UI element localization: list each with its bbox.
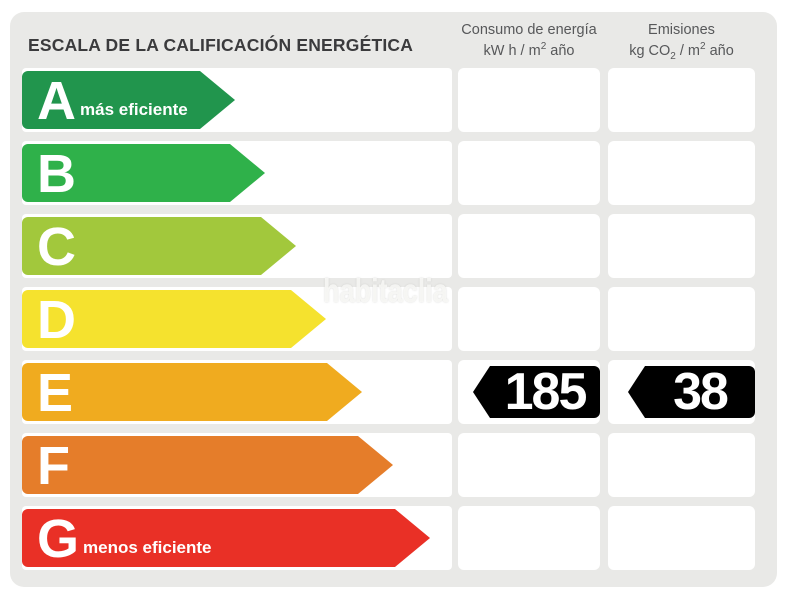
- rating-bar-track-e: E: [22, 360, 452, 424]
- page-title: ESCALA DE LA CALIFICACIÓN ENERGÉTICA: [28, 35, 414, 55]
- rating-bar-track-c: C: [22, 214, 452, 278]
- rating-rows: A más eficiente B C: [22, 68, 755, 579]
- emissions-cell-e: 38: [608, 360, 755, 424]
- rating-row-d: D: [22, 287, 755, 351]
- emissions-cell-d: [608, 287, 755, 351]
- grade-letter-d: D: [37, 290, 76, 350]
- emissions-cell-f: [608, 433, 755, 497]
- grade-label-g: menos eficiente: [83, 538, 212, 557]
- emissions-cell-c: [608, 214, 755, 278]
- grade-letter-e: E: [37, 363, 73, 423]
- grade-letter-g: G: [37, 509, 79, 569]
- energy-scale-panel: ESCALA DE LA CALIFICACIÓN ENERGÉTICA Con…: [10, 12, 777, 587]
- rating-arrow-b: B: [22, 144, 265, 204]
- emissions-cell-b: [608, 141, 755, 205]
- rating-row-b: B: [22, 141, 755, 205]
- consumption-cell-b: [458, 141, 600, 205]
- rating-arrow-d: D: [22, 290, 326, 350]
- rating-row-c: C: [22, 214, 755, 278]
- grade-letter-c: C: [37, 217, 76, 277]
- emissions-column-header: Emisiones kg CO2 / m2 año: [598, 20, 765, 62]
- consumption-cell-g: [458, 506, 600, 570]
- rating-bar-track-b: B: [22, 141, 452, 205]
- rating-arrow-g: G menos eficiente: [22, 509, 430, 569]
- rating-arrow-a: A más eficiente: [22, 71, 235, 131]
- rating-bar-track-a: A más eficiente: [22, 68, 452, 132]
- grade-letter-b: B: [37, 144, 76, 204]
- rating-row-g: G menos eficiente: [22, 506, 755, 570]
- rating-arrow-f: F: [22, 436, 393, 496]
- consumption-column-unit: kW h / m2 año: [483, 41, 575, 59]
- rating-arrow-e: E: [22, 363, 362, 423]
- emissions-cell-a: [608, 68, 755, 132]
- emissions-cell-g: [608, 506, 755, 570]
- emissions-column-title: Emisiones: [648, 22, 715, 38]
- grade-letter-f: F: [37, 436, 70, 496]
- grade-label-a: más eficiente: [80, 100, 188, 119]
- consumption-value: 185: [504, 363, 588, 421]
- grade-letter-a: A: [37, 71, 76, 131]
- consumption-cell-d: [458, 287, 600, 351]
- rating-row-e: E 185 38: [22, 360, 755, 424]
- rating-row-f: F: [22, 433, 755, 497]
- consumption-cell-e: 185: [458, 360, 600, 424]
- consumption-cell-c: [458, 214, 600, 278]
- consumption-cell-f: [458, 433, 600, 497]
- consumption-column-header: Consumo de energía kW h / m2 año: [448, 20, 610, 62]
- rating-bar-track-f: F: [22, 433, 452, 497]
- emissions-value-marker: 38: [628, 363, 755, 421]
- emissions-column-unit: kg CO2 / m2 año: [629, 41, 734, 62]
- consumption-value-marker: 185: [473, 363, 600, 421]
- rating-arrow-c: C: [22, 217, 296, 277]
- consumption-column-title: Consumo de energía: [461, 22, 597, 38]
- rating-bar-track-g: G menos eficiente: [22, 506, 452, 570]
- consumption-cell-a: [458, 68, 600, 132]
- emissions-value: 38: [673, 363, 729, 421]
- rating-row-a: A más eficiente: [22, 68, 755, 132]
- rating-bar-track-d: D: [22, 287, 452, 351]
